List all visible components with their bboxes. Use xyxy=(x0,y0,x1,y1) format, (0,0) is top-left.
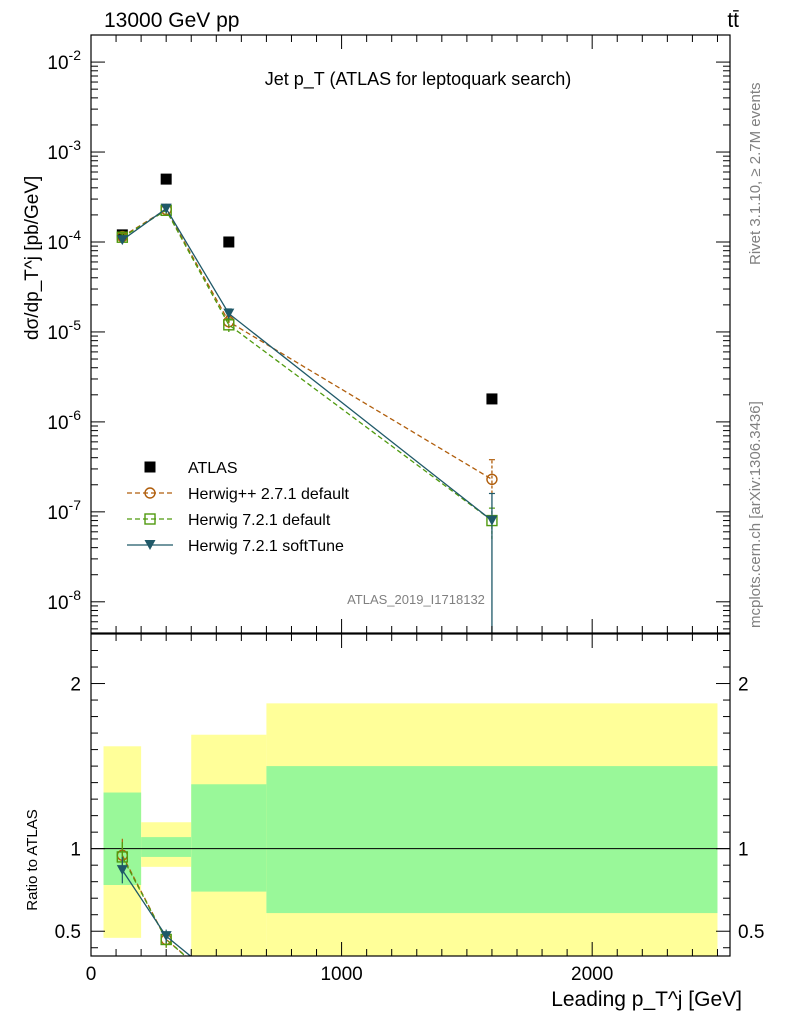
data-point xyxy=(223,236,234,247)
plot-title: Jet p_T (ATLAS for leptoquark search) xyxy=(265,69,571,90)
y-tick-label: 10-7 xyxy=(47,497,81,524)
y-tick-label: 10-8 xyxy=(47,587,81,614)
x-tick-label: 2000 xyxy=(571,964,613,985)
series-atlas xyxy=(117,174,498,405)
analysis-tag: ATLAS_2019_I1718132 xyxy=(347,592,485,607)
y-tick-label: 10-3 xyxy=(47,137,81,164)
ratio-y-tick-label: 2 xyxy=(70,675,81,696)
band-green-1 xyxy=(141,837,191,857)
band-green-2 xyxy=(191,784,266,891)
legend-marker xyxy=(145,462,156,473)
data-point xyxy=(161,174,172,185)
legend-label: Herwig++ 2.7.1 default xyxy=(188,486,350,503)
x-axis-label: Leading p_T^j [GeV] xyxy=(551,988,742,1011)
series-line xyxy=(122,209,492,521)
x-tick-label: 1000 xyxy=(320,964,362,985)
ratio-y-tick-label-right: 0.5 xyxy=(738,922,764,943)
legend-label: Herwig 7.2.1 default xyxy=(188,512,331,529)
legend-entry: Herwig++ 2.7.1 default xyxy=(127,486,350,503)
x-tick-label: 0 xyxy=(86,964,97,985)
y-tick-label: 10-2 xyxy=(47,47,81,74)
chart-canvas: 10-8 10-7 10-6 10-5 10-4 10-3 10-2 0 1000 2000 0.5… xyxy=(0,0,786,1024)
process-label: tt̄ xyxy=(727,9,739,32)
ratio-y-tick-label-right: 2 xyxy=(738,675,749,696)
y-tick-label: 10-5 xyxy=(47,317,81,344)
legend: ATLAS Herwig++ 2.7.1 default Herwig 7.2.1 … xyxy=(127,460,350,555)
ratio-y-axis-label: Ratio to ATLAS xyxy=(24,809,41,910)
legend-entry: Herwig 7.2.1 default xyxy=(127,512,331,529)
mcplots-label: mcplots.cern.ch [arXiv:1306.3436] xyxy=(747,401,764,628)
y-tick-label: 10-4 xyxy=(47,227,81,254)
data-point xyxy=(486,393,497,404)
legend-entry: Herwig 7.2.1 softTune xyxy=(127,538,344,555)
series-line xyxy=(122,210,492,520)
y-tick-label: 10-6 xyxy=(47,407,81,434)
ratio-y-tick-label: 0.5 xyxy=(55,922,81,943)
legend-entry: ATLAS xyxy=(145,460,238,477)
series-herwig-2-7-1-default xyxy=(117,204,497,493)
series-line xyxy=(122,209,492,479)
ratio-y-tick-label-right: 1 xyxy=(738,840,749,861)
data-point xyxy=(486,516,497,526)
rivet-version-label: Rivet 3.1.10, ≥ 2.7M events xyxy=(747,83,764,266)
legend-label: ATLAS xyxy=(188,460,238,477)
main-series-layer xyxy=(117,174,498,692)
energy-label: 13000 GeV pp xyxy=(104,9,239,32)
legend-label: Herwig 7.2.1 softTune xyxy=(188,538,344,555)
ratio-uncertainty-bands xyxy=(104,703,718,980)
band-green-3 xyxy=(266,766,717,913)
main-frame xyxy=(91,35,730,633)
main-y-axis-label: dσ/dp_T^j [pb/GeV] xyxy=(22,176,43,340)
ratio-y-tick-label: 1 xyxy=(70,840,81,861)
